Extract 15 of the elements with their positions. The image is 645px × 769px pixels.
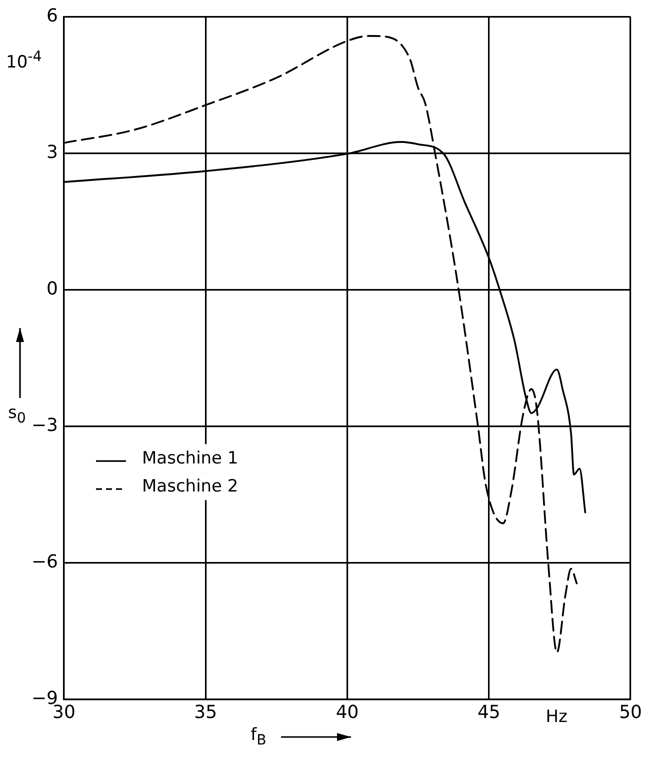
y-axis-title: s$_{0}$	[8, 403, 26, 426]
y-tick-label: 6	[46, 5, 58, 26]
x-tick-label: 35	[194, 702, 218, 723]
y-tick-label: 3	[46, 142, 58, 163]
x-tick-label: 45	[477, 702, 500, 723]
y-tick-label: −6	[31, 552, 58, 573]
text: Hz	[546, 707, 568, 728]
x-tick-label: 50	[619, 702, 642, 723]
y-tick-label: −3	[31, 415, 58, 436]
legend-label: Maschine 1	[142, 448, 238, 468]
x-tick-label: 40	[336, 702, 359, 723]
y-tick-label: 0	[46, 278, 58, 300]
x-axis-title: f$_{B}$	[250, 725, 266, 749]
text: 10$^{-4}$	[6, 48, 42, 72]
legend-label: Maschine 2	[142, 476, 238, 496]
